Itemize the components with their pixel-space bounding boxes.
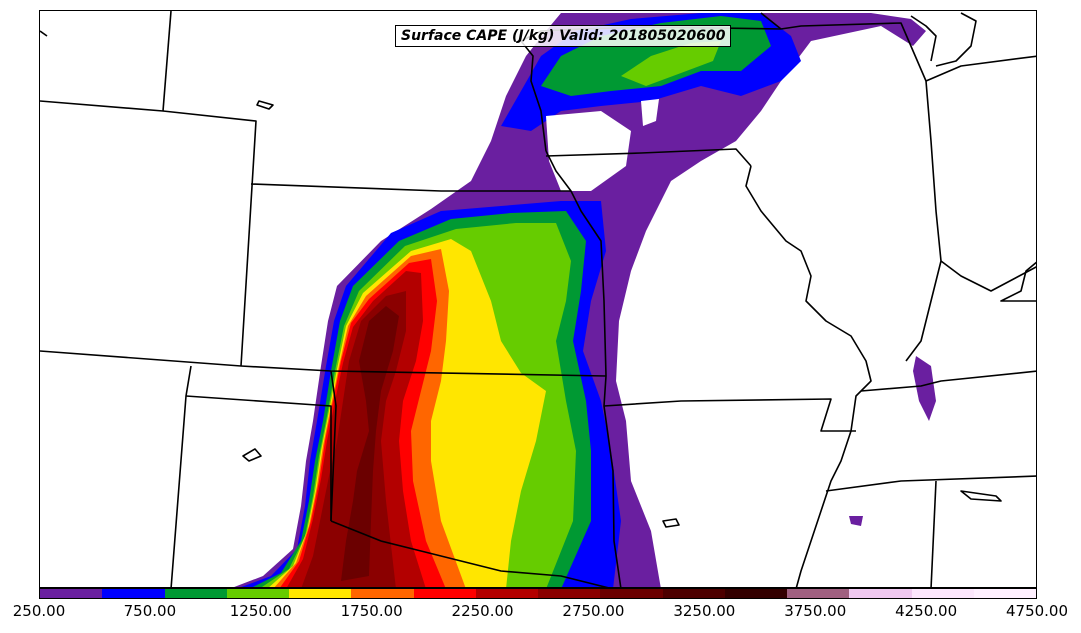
colorbar-tick-label: 4750.00 [1005, 602, 1069, 620]
colorbar-tick-label: 250.00 [12, 602, 66, 620]
colorbar-segment [849, 589, 912, 598]
cape-speck-1 [913, 356, 936, 421]
colorbar-segment [538, 589, 601, 598]
colorbar-segment [600, 589, 663, 598]
colorbar-tick-label: 750.00 [123, 602, 177, 620]
colorbar-tick-label: 1750.00 [340, 602, 403, 620]
state-borders [40, 11, 1036, 587]
colorbar [39, 588, 1037, 599]
colorbar-segment [164, 589, 227, 598]
cape-region-2500 [341, 306, 399, 581]
cape-region-1000-north [621, 41, 721, 86]
colorbar-segment [911, 589, 974, 598]
colorbar-segment [226, 589, 289, 598]
cape-shading [234, 13, 936, 587]
colorbar-segment [102, 589, 165, 598]
colorbar-segment [787, 589, 850, 598]
map-title: Surface CAPE (J/kg) Valid: 201805020600 [395, 25, 732, 47]
colorbar-segment [662, 589, 725, 598]
colorbar-segment [40, 589, 103, 598]
colorbar-segment [351, 589, 414, 598]
colorbar-segment [973, 589, 1036, 598]
colorbar-tick-label: 2250.00 [451, 602, 514, 620]
colorbar-segment [289, 589, 352, 598]
cape-speck-2 [849, 516, 863, 526]
map-frame: Surface CAPE (J/kg) Valid: 201805020600 [39, 10, 1037, 588]
colorbar-tick-label: 3750.00 [784, 602, 847, 620]
cape-map [40, 11, 1036, 587]
colorbar-tick-label: 1250.00 [229, 602, 292, 620]
cape-hole-2 [641, 99, 659, 126]
colorbar-labels: 250.00 750.00 1250.00 1750.00 2250.00 2750.00… [0, 602, 1081, 624]
colorbar-segment [413, 589, 476, 598]
colorbar-segment [724, 589, 787, 598]
cape-hole-1 [546, 111, 631, 191]
colorbar-segment [475, 589, 538, 598]
colorbar-tick-label: 3250.00 [673, 602, 736, 620]
colorbar-tick-label: 2750.00 [562, 602, 625, 620]
colorbar-tick-label: 4250.00 [895, 602, 958, 620]
